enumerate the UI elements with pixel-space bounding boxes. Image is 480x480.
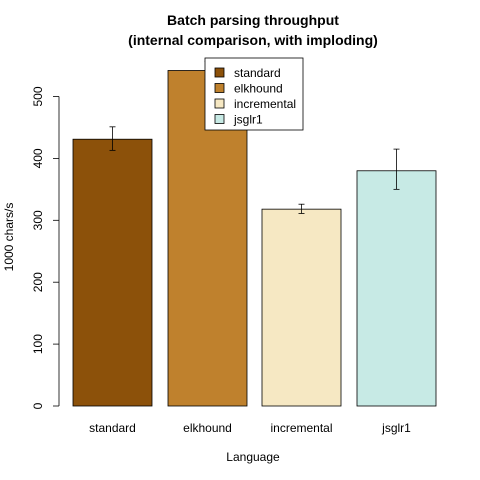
legend-swatch-standard	[214, 67, 225, 78]
legend-swatch-elkhound	[214, 83, 225, 93]
legend-entry-incremental: incremental	[214, 97, 296, 111]
legend-label-jsglr1: jsglr1	[233, 113, 263, 127]
y-axis: 0 100 200 300 400 500	[31, 86, 60, 409]
error-bar-standard	[109, 126, 116, 151]
x-tick-label-standard: standard	[89, 421, 136, 435]
x-axis-label: Language	[226, 450, 280, 464]
legend-entry-elkhound: elkhound	[214, 82, 283, 96]
legend-entry-standard: standard	[214, 66, 281, 80]
legend-entry-jsglr1: jsglr1	[214, 113, 263, 127]
y-tick-label-300: 300	[31, 210, 45, 230]
legend-swatch-incremental	[214, 98, 225, 109]
x-tick-label-jsglr1: jsglr1	[381, 421, 411, 435]
bar-jsglr1	[356, 170, 437, 407]
error-bar-jsglr1	[393, 148, 400, 190]
bar-standard	[72, 138, 153, 407]
chart-subtitle: (internal comparison, with imploding)	[128, 32, 378, 48]
x-tick-labels: standard elkhound incremental jsglr1	[89, 421, 411, 435]
y-tick-label-200: 200	[31, 272, 45, 292]
y-tick-label-400: 400	[31, 148, 45, 168]
legend-label-standard: standard	[234, 66, 281, 80]
x-tick-label-incremental: incremental	[270, 421, 332, 435]
bars	[72, 70, 437, 407]
legend-swatch-jsglr1	[214, 114, 225, 124]
legend-label-elkhound: elkhound	[234, 82, 283, 96]
y-tick-label-0: 0	[31, 402, 45, 409]
x-tick-label-elkhound: elkhound	[183, 421, 232, 435]
bar-incremental	[261, 208, 342, 407]
y-tick-label-500: 500	[31, 86, 45, 106]
y-tick-label-100: 100	[31, 334, 45, 354]
y-axis-label: 1000 chars/s	[2, 203, 16, 272]
error-bar-incremental	[298, 203, 305, 214]
legend-label-incremental: incremental	[234, 97, 296, 111]
chart-title: Batch parsing throughput	[167, 12, 339, 28]
